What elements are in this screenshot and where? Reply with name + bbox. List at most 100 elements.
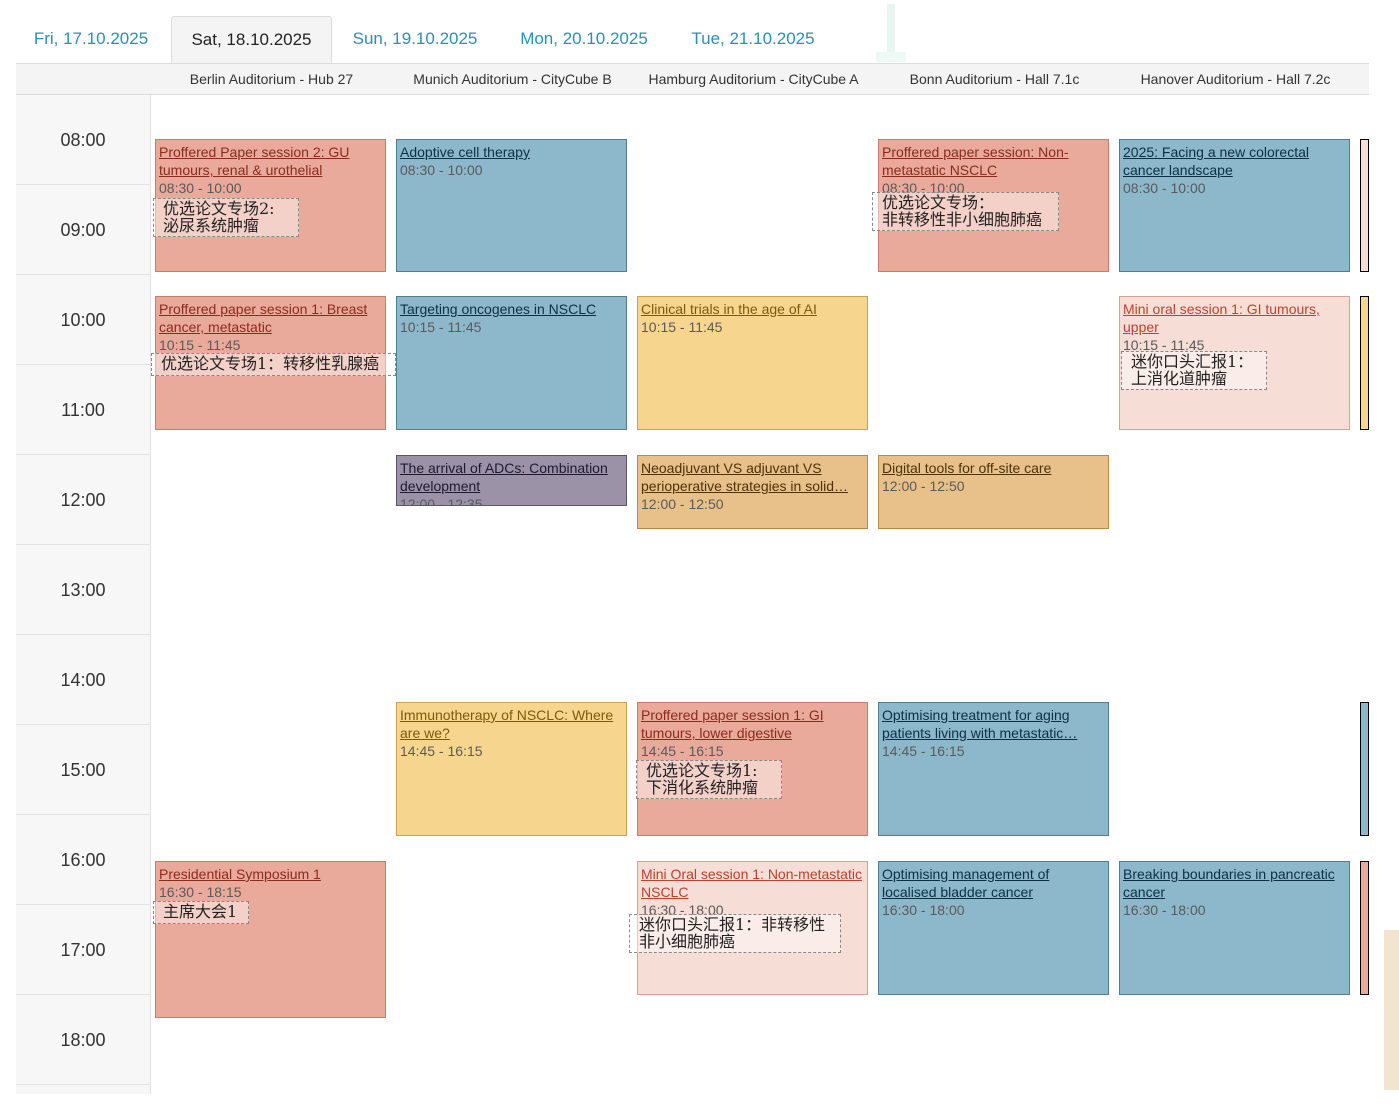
translation-line: 迷你口头汇报1： <box>1131 352 1254 371</box>
translation-line: 优选论文专场1：转移性乳腺癌 <box>161 354 380 373</box>
session-title[interactable]: Mini Oral session 1: Non-metastatic NSCL… <box>641 866 862 900</box>
room-header-bar <box>16 64 1369 95</box>
room-header-munich: Munich Auditorium - CityCube B <box>413 71 612 87</box>
session-card[interactable]: Proffered paper session 1: GI tumours, l… <box>637 702 868 836</box>
background-graphic <box>876 4 906 62</box>
session-time: 12:00 - 12:50 <box>882 478 965 494</box>
translation-line: 优选论文专场1: <box>646 761 758 780</box>
hour-divider <box>16 364 150 365</box>
translation-box: 优选论文专场： 非转移性非小细胞肺癌 <box>872 192 1059 231</box>
session-card[interactable]: Optimising management of localised bladd… <box>878 861 1109 995</box>
session-time: 16:30 - 18:00 <box>882 902 965 918</box>
translation-line: 下消化系统肿瘤 <box>646 778 759 797</box>
session-title[interactable]: Presidential Symposium 1 <box>159 866 321 882</box>
time-label: 15:00 <box>60 760 106 780</box>
translation-line: 主席大会1 <box>163 902 238 921</box>
tab-sun-19-10[interactable]: Sun, 19.10.2025 <box>352 29 478 48</box>
tabs-divider <box>16 63 1369 64</box>
session-title[interactable]: Mini oral session 1: GI tumours, upper <box>1123 301 1320 335</box>
time-label: 16:00 <box>60 850 106 870</box>
session-time: 14:45 - 16:15 <box>641 743 724 759</box>
time-label: 10:00 <box>60 310 106 330</box>
session-title[interactable]: Targeting oncogenes in NSCLC <box>400 301 597 317</box>
session-card-cutoff[interactable] <box>1360 861 1369 995</box>
session-title[interactable]: Breaking boundaries in pancreatic cancer <box>1123 866 1335 900</box>
room-header-berlin: Berlin Auditorium - Hub 27 <box>189 71 354 87</box>
session-card[interactable]: Proffered paper session 1: Breast cancer… <box>155 296 386 430</box>
hour-divider <box>16 544 150 545</box>
session-title[interactable]: Proffered paper session: Non-metastatic … <box>882 144 1069 178</box>
session-card[interactable]: Neoadjuvant VS adjuvant VS perioperative… <box>637 455 868 529</box>
session-card[interactable]: Digital tools for off-site care 12:00 - … <box>878 455 1109 529</box>
session-title[interactable]: Immunotherapy of NSCLC: Where are we? <box>400 707 614 741</box>
session-time: 08:30 - 10:00 <box>1123 180 1206 196</box>
time-axis <box>16 95 151 1094</box>
time-label: 12:00 <box>60 490 106 510</box>
session-title[interactable]: Adoptive cell therapy <box>400 144 530 160</box>
session-card[interactable]: Proffered Paper session 2: GU tumours, r… <box>155 139 386 272</box>
session-title[interactable]: Proffered paper session 1: Breast cancer… <box>159 301 368 335</box>
session-title[interactable]: Neoadjuvant VS adjuvant VS perioperative… <box>641 460 848 494</box>
hour-divider <box>16 454 150 455</box>
session-card[interactable]: Mini oral session 1: GI tumours, upper 1… <box>1119 296 1350 430</box>
session-card[interactable]: Breaking boundaries in pancreatic cancer… <box>1119 861 1350 995</box>
session-card-cutoff[interactable] <box>1360 139 1369 272</box>
session-time: 08:30 - 10:00 <box>400 162 483 178</box>
session-title[interactable]: The arrival of ADCs: Combination develop… <box>400 460 608 494</box>
translation-line: 泌尿系统肿瘤 <box>163 216 260 235</box>
time-label: 17:00 <box>60 940 106 960</box>
tab-sat-18-10[interactable]: Sat, 18.10.2025 <box>171 16 332 64</box>
session-card[interactable]: Optimising treatment for aging patients … <box>878 702 1109 836</box>
time-label: 13:00 <box>60 580 106 600</box>
hour-divider <box>16 634 150 635</box>
translation-box: 优选论文专场1：转移性乳腺癌 <box>151 353 396 376</box>
session-card-cutoff[interactable] <box>1360 296 1369 430</box>
translation-box: 优选论文专场2: 泌尿系统肿瘤 <box>153 198 299 237</box>
session-title[interactable]: 2025: Facing a new colorectal cancer lan… <box>1123 144 1309 178</box>
translation-box: 迷你口头汇报1： 上消化道肿瘤 <box>1121 351 1267 390</box>
translation-line: 优选论文专场2: <box>163 199 275 218</box>
hour-divider <box>16 994 150 995</box>
session-time: 10:15 - 11:45 <box>400 319 482 335</box>
time-label: 09:00 <box>60 220 106 240</box>
session-time: 12:00 - 12:50 <box>641 496 724 512</box>
session-card[interactable]: 2025: Facing a new colorectal cancer lan… <box>1119 139 1350 272</box>
session-title[interactable]: Proffered paper session 1: GI tumours, l… <box>641 707 824 741</box>
session-card-cutoff[interactable] <box>1360 702 1369 836</box>
room-header-bonn: Bonn Auditorium - Hall 7.1c <box>909 71 1080 87</box>
session-card[interactable]: Presidential Symposium 1 16:30 - 18:15 <box>155 861 386 1018</box>
session-time: 10:15 - 11:45 <box>641 319 723 335</box>
time-label: 11:00 <box>61 400 105 420</box>
session-time: 08:30 - 10:00 <box>159 180 242 196</box>
translation-line: 非小细胞肺癌 <box>639 932 736 951</box>
time-label: 14:00 <box>60 670 106 690</box>
hour-divider <box>16 274 150 275</box>
session-card[interactable]: The arrival of ADCs: Combination develop… <box>396 455 627 506</box>
tab-fri-17-10[interactable]: Fri, 17.10.2025 <box>33 29 149 48</box>
session-title[interactable]: Clinical trials in the age of AI <box>641 301 817 317</box>
room-header-hamburg: Hamburg Auditorium - CityCube A <box>648 71 859 87</box>
translation-line: 优选论文专场： <box>882 193 995 212</box>
session-card[interactable]: Immunotherapy of NSCLC: Where are we? 14… <box>396 702 627 836</box>
translation-box: 主席大会1 <box>153 901 249 924</box>
session-time: 12:00 - 12:35 <box>400 496 483 506</box>
translation-line: 非转移性非小细胞肺癌 <box>882 210 1043 229</box>
tab-mon-20-10[interactable]: Mon, 20.10.2025 <box>520 29 648 48</box>
translation-line: 迷你口头汇报1：非转移性 <box>639 915 826 934</box>
session-title[interactable]: Optimising treatment for aging patients … <box>882 707 1078 741</box>
session-time: 10:15 - 11:45 <box>159 337 241 353</box>
session-title[interactable]: Proffered Paper session 2: GU tumours, r… <box>159 144 350 178</box>
tab-tue-21-10[interactable]: Tue, 21.10.2025 <box>691 29 815 48</box>
session-time: 10:15 - 11:45 <box>1123 337 1205 353</box>
time-label: 18:00 <box>60 1030 106 1050</box>
hour-divider <box>16 724 150 725</box>
session-title[interactable]: Digital tools for off-site care <box>882 460 1052 476</box>
session-title[interactable]: Optimising management of localised bladd… <box>882 866 1050 900</box>
translation-line: 上消化道肿瘤 <box>1131 369 1228 388</box>
hour-divider <box>16 184 150 185</box>
session-card[interactable]: Adoptive cell therapy 08:30 - 10:00 <box>396 139 627 272</box>
hour-divider <box>16 904 150 905</box>
translation-box: 优选论文专场1: 下消化系统肿瘤 <box>636 760 782 799</box>
session-card[interactable]: Targeting oncogenes in NSCLC 10:15 - 11:… <box>396 296 627 430</box>
session-card[interactable]: Clinical trials in the age of AI 10:15 -… <box>637 296 868 430</box>
